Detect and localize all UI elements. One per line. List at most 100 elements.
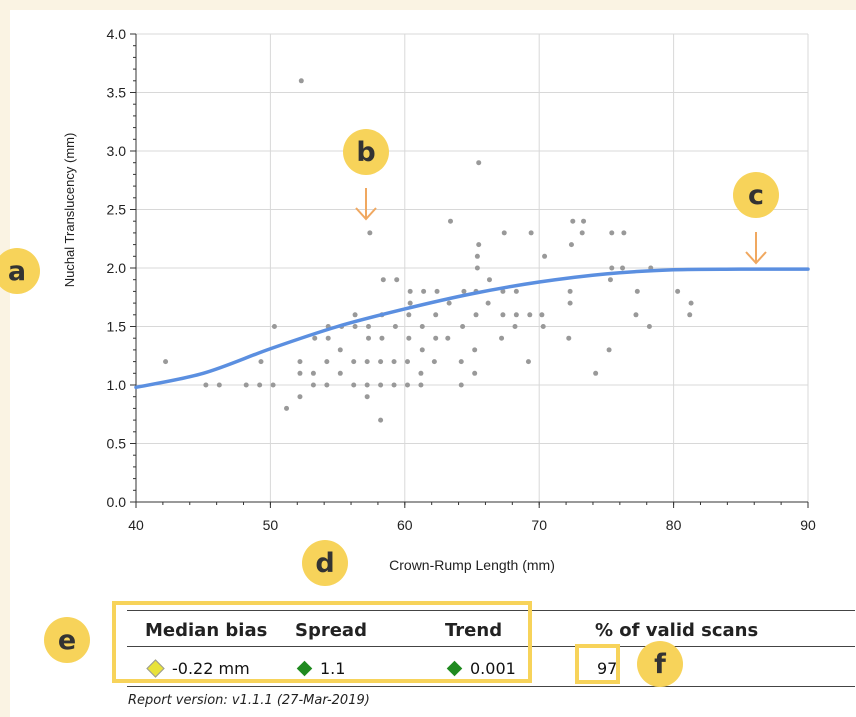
data-point xyxy=(476,160,482,166)
data-point xyxy=(325,335,331,341)
data-point xyxy=(501,230,507,236)
data-point xyxy=(688,300,694,306)
x-tick-label: 60 xyxy=(397,517,413,533)
stats-highlight-box xyxy=(112,601,532,683)
down-arrow-icon xyxy=(745,232,767,265)
data-point xyxy=(527,312,533,318)
data-point xyxy=(434,288,440,294)
data-point xyxy=(447,218,453,224)
data-point xyxy=(404,382,410,388)
data-point xyxy=(203,382,209,388)
callout-a: a xyxy=(0,248,40,294)
data-point xyxy=(378,359,384,365)
data-point xyxy=(352,312,358,318)
scatter-chart: 40 50 60 70 80 900.00.51.01.52.02.53.03.54.0 … xyxy=(62,26,816,573)
data-point xyxy=(634,288,640,294)
stats-table: Median bias Spread Trend % of valid scan… xyxy=(127,610,855,690)
data-point xyxy=(446,300,452,306)
down-arrow-icon xyxy=(355,188,377,221)
data-point xyxy=(512,324,518,329)
data-point xyxy=(284,405,290,411)
spread-value-cell: 1.1 xyxy=(296,659,346,678)
data-point xyxy=(297,370,303,376)
data-point xyxy=(566,335,572,341)
spread-value: 1.1 xyxy=(320,659,346,678)
data-point xyxy=(257,382,263,388)
fit-curve-group xyxy=(134,267,810,390)
data-point xyxy=(351,382,357,388)
data-point xyxy=(406,312,412,318)
data-point xyxy=(486,277,492,283)
data-point xyxy=(633,312,639,318)
valid-scans-value: 97 xyxy=(597,659,618,678)
data-point xyxy=(474,265,480,271)
x-tick-label: 90 xyxy=(800,517,816,533)
data-point xyxy=(366,324,372,329)
data-point xyxy=(298,78,304,84)
trend-value-cell: 0.001 xyxy=(446,659,516,678)
data-point xyxy=(379,335,385,341)
data-point xyxy=(418,382,424,388)
valid-highlight-box xyxy=(575,644,620,684)
data-point xyxy=(472,347,478,353)
data-point xyxy=(687,312,693,318)
x-tick-label: 70 xyxy=(531,517,547,533)
data-point xyxy=(163,359,169,365)
data-point xyxy=(419,347,425,353)
y-tick-label: 0.0 xyxy=(107,494,127,510)
data-point xyxy=(270,382,276,388)
data-point xyxy=(528,230,534,236)
median-bias-header: Median bias xyxy=(145,620,268,641)
data-point xyxy=(366,335,372,341)
y-tick-label: 1.0 xyxy=(107,377,127,393)
data-point xyxy=(485,300,491,306)
y-tick-label: 0.5 xyxy=(107,436,127,452)
data-point xyxy=(472,370,478,376)
data-point xyxy=(407,288,413,294)
data-point xyxy=(391,382,397,388)
data-point xyxy=(458,359,464,365)
tick-labels: 40 50 60 70 80 90 0.0 0.5 1.0 1.5 2.0 2.5 3.0 3.5 4.0 xyxy=(107,26,816,533)
data-point xyxy=(542,253,548,259)
data-point xyxy=(581,218,587,224)
data-point xyxy=(609,230,615,236)
data-point xyxy=(513,288,519,294)
data-point xyxy=(324,359,330,365)
data-point xyxy=(367,230,373,236)
data-point xyxy=(419,324,425,329)
data-point xyxy=(310,382,316,388)
data-point xyxy=(675,288,681,294)
trend-value: 0.001 xyxy=(470,659,516,678)
data-point xyxy=(540,324,546,329)
data-point xyxy=(579,230,585,236)
y-axis-label: Nuchal Translucency (mm) xyxy=(62,133,77,288)
data-point xyxy=(500,288,506,294)
chart-axes xyxy=(130,33,809,508)
data-point xyxy=(271,324,277,329)
data-point xyxy=(337,347,343,353)
data-point xyxy=(404,359,410,365)
data-point xyxy=(297,359,303,365)
data-point xyxy=(297,394,303,400)
data-point xyxy=(473,312,479,318)
x-tick-label: 50 xyxy=(263,517,279,533)
data-point xyxy=(378,417,384,423)
spread-header: Spread xyxy=(295,620,367,641)
data-point xyxy=(324,382,330,388)
data-point xyxy=(392,324,398,329)
data-point xyxy=(539,312,545,318)
x-tick-label: 80 xyxy=(666,517,682,533)
data-points xyxy=(163,78,694,423)
y-tick-label: 3.0 xyxy=(107,143,127,159)
data-point xyxy=(431,359,437,365)
data-point xyxy=(378,382,384,388)
y-tick-label: 2.5 xyxy=(107,202,127,218)
data-point xyxy=(567,300,573,306)
y-tick-label: 3.5 xyxy=(107,85,127,101)
data-point xyxy=(567,288,573,294)
data-point xyxy=(433,312,439,318)
data-point xyxy=(391,359,397,365)
data-point xyxy=(621,230,627,236)
data-point xyxy=(513,312,519,318)
x-axis-label: Crown-Rump Length (mm) xyxy=(389,557,555,573)
